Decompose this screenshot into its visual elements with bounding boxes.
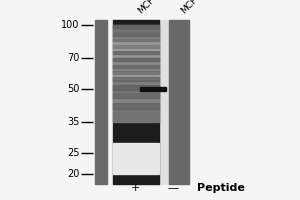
Bar <box>112 34 159 40</box>
Bar <box>112 99 159 110</box>
Bar <box>112 29 159 34</box>
Text: +: + <box>131 183 140 193</box>
Text: 70: 70 <box>67 53 80 63</box>
Text: —: — <box>168 183 179 193</box>
Bar <box>112 65 159 68</box>
Bar <box>112 80 159 89</box>
Bar <box>112 110 159 122</box>
Bar <box>112 29 159 32</box>
Bar <box>112 85 159 90</box>
Text: 20: 20 <box>67 169 80 179</box>
Bar <box>112 33 159 36</box>
Bar <box>112 51 159 54</box>
Bar <box>112 58 159 65</box>
Text: Peptide: Peptide <box>197 183 245 193</box>
Text: 50: 50 <box>67 84 80 94</box>
Bar <box>112 89 159 99</box>
Bar <box>140 87 166 91</box>
Bar <box>112 143 159 174</box>
Bar <box>112 20 159 184</box>
Bar <box>94 20 106 184</box>
Bar <box>159 20 169 184</box>
Bar <box>112 39 159 41</box>
Bar <box>112 71 159 74</box>
Bar <box>112 58 159 61</box>
Bar <box>112 45 159 51</box>
Bar <box>112 25 159 28</box>
Bar <box>169 20 189 184</box>
Bar <box>112 77 159 81</box>
Bar <box>112 45 159 48</box>
Bar <box>112 72 159 80</box>
Bar <box>112 25 159 29</box>
Text: 35: 35 <box>67 117 80 127</box>
Bar <box>112 51 159 58</box>
Bar <box>112 103 159 109</box>
Bar <box>112 93 159 98</box>
Text: 100: 100 <box>61 20 80 30</box>
Text: MCF-7: MCF-7 <box>179 0 206 15</box>
Text: MCF-7: MCF-7 <box>136 0 162 15</box>
Bar <box>112 65 159 72</box>
Text: 25: 25 <box>67 148 80 158</box>
Bar <box>112 40 159 45</box>
